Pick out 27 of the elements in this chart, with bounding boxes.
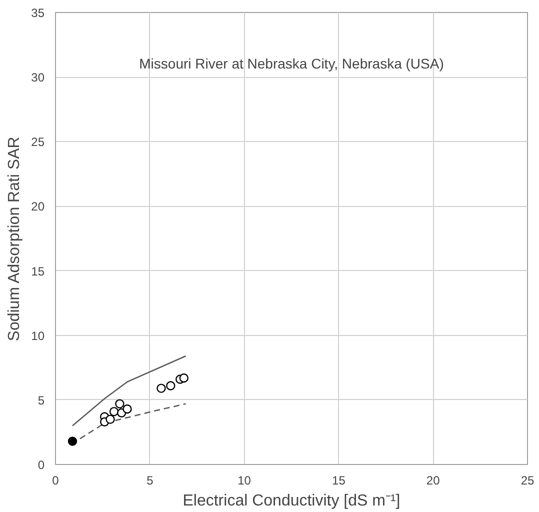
x-tick-label: 20 bbox=[426, 474, 440, 488]
point bbox=[156, 384, 166, 393]
y-tick-label: 15 bbox=[31, 264, 45, 278]
point bbox=[179, 373, 188, 383]
text: Missouri River at Nebraska City, Nebraska (USA) bbox=[139, 55, 444, 72]
x-tick-label: 0 bbox=[52, 474, 60, 488]
y-tick-label: 10 bbox=[31, 328, 45, 343]
y-tick-label: 0 bbox=[38, 458, 45, 472]
y-tick-label: 35 bbox=[31, 6, 45, 20]
x-axis-title: Electrical Conductivity [dS m⁻¹] bbox=[182, 492, 400, 510]
x-tick-label: 10 bbox=[238, 474, 252, 488]
line-series bbox=[72, 355, 186, 426]
y-tick-label: 30 bbox=[31, 70, 45, 85]
y-tick-label: 25 bbox=[31, 135, 45, 150]
point bbox=[68, 436, 78, 446]
x-tick-label: 5 bbox=[146, 474, 154, 488]
point bbox=[109, 406, 119, 416]
y-axis-title: Sodium Adsorption Rati SAR bbox=[6, 136, 24, 342]
x-tick-label: 15 bbox=[332, 474, 346, 488]
y-tick-label: 5 bbox=[38, 393, 45, 408]
point bbox=[166, 381, 176, 390]
point bbox=[106, 414, 115, 424]
line-series bbox=[79, 403, 186, 440]
point bbox=[122, 404, 132, 414]
point bbox=[115, 399, 124, 408]
x-tick-label: 25 bbox=[520, 474, 534, 488]
y-tick-label: 20 bbox=[31, 200, 45, 214]
